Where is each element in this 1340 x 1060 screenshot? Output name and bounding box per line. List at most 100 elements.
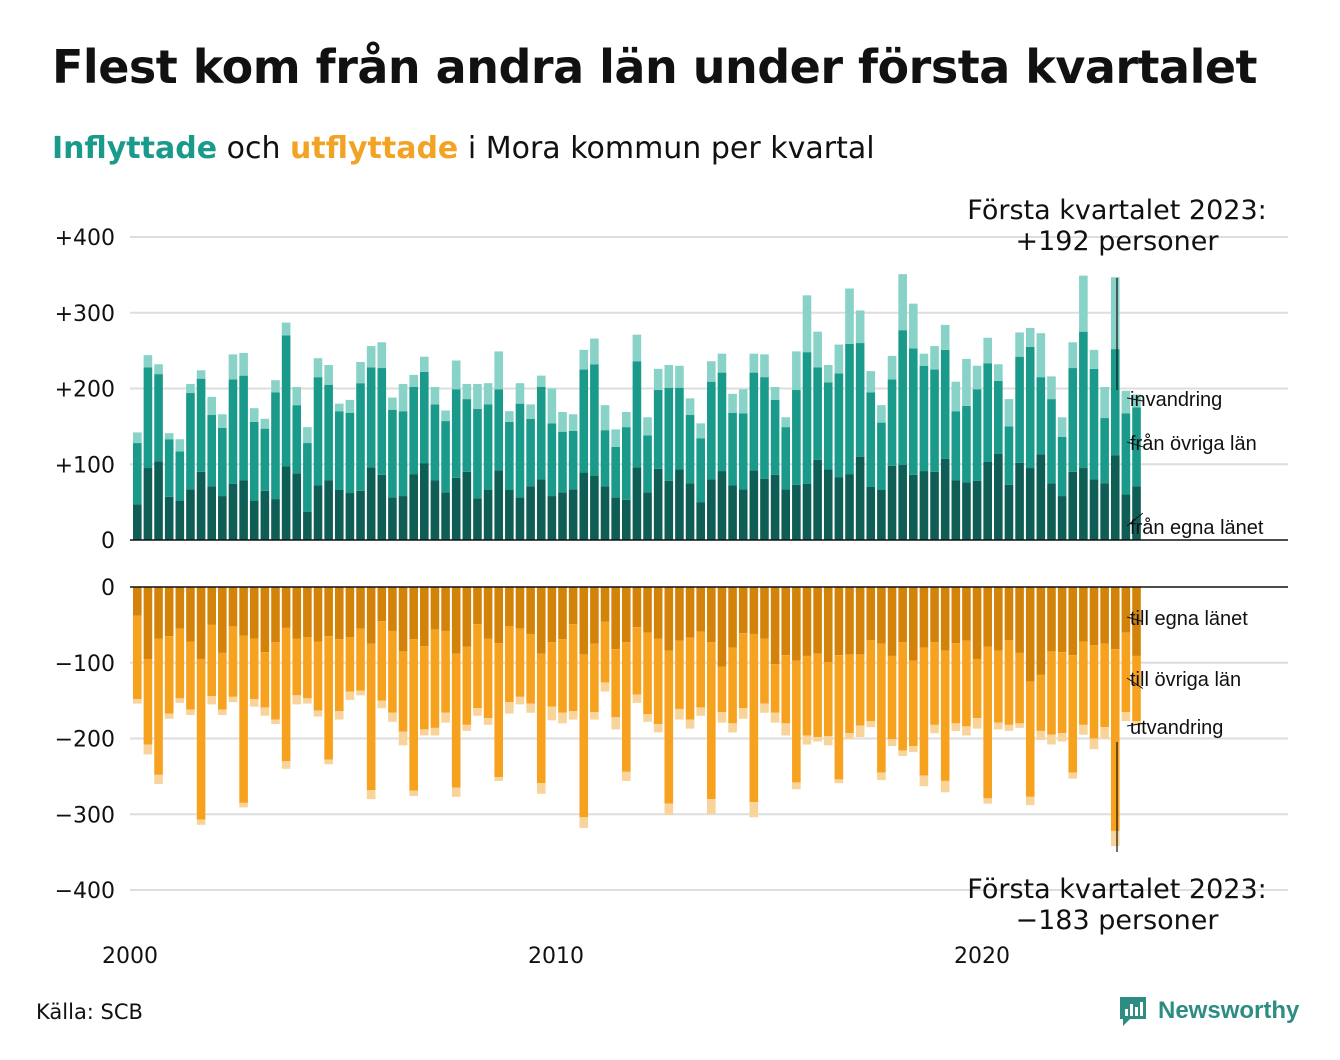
bar-in-invandring — [877, 405, 886, 423]
bar-in-invandring — [218, 414, 227, 428]
bar-ut-utvandring — [441, 712, 450, 723]
bar-ut-egna — [398, 587, 408, 652]
bar-in-ovriga — [877, 422, 886, 491]
bar-in-egna — [228, 483, 238, 540]
bar-ut-utvandring — [154, 774, 163, 784]
bar-in-invandring — [1047, 376, 1056, 400]
bar-ut-egna — [728, 587, 737, 648]
bar-in-invandring — [334, 403, 344, 412]
bar-in-ovriga — [760, 377, 769, 479]
bar-in-ovriga — [717, 372, 727, 472]
bar-in-egna — [494, 470, 504, 540]
bar-ut-utvandring — [483, 718, 493, 725]
bar-in-egna — [1004, 484, 1014, 540]
y-tick-label: +300 — [55, 302, 115, 327]
bar-in-ovriga — [526, 418, 535, 487]
bar-in-invandring — [760, 354, 769, 378]
bar-in-invandring — [345, 399, 355, 413]
bar-ut-utvandring — [366, 790, 376, 800]
bar-ut-ovriga — [462, 646, 472, 725]
y-tick-label: +100 — [55, 453, 115, 478]
bar-in-invandring — [1057, 417, 1067, 437]
bar-ut-egna — [420, 587, 429, 647]
bar-in-invandring — [792, 351, 801, 391]
bar-ut-utvandring — [855, 725, 865, 737]
bar-in-egna — [877, 490, 886, 540]
bar-in-ovriga — [398, 411, 408, 497]
bar-in-egna — [930, 471, 939, 540]
bar-in-invandring — [303, 427, 312, 444]
bar-in-invandring — [228, 354, 238, 380]
bar-in-egna — [420, 463, 429, 540]
bar-ut-egna — [1121, 587, 1131, 633]
bar-in-ovriga — [951, 411, 961, 481]
bar-in-egna — [866, 486, 876, 540]
bar-ut-ovriga — [834, 655, 844, 780]
bar-in-egna — [366, 467, 376, 540]
bar-ut-egna — [356, 587, 365, 629]
bar-ut-utvandring — [388, 712, 397, 722]
bar-in-invandring — [494, 351, 504, 390]
bar-ut-ovriga — [196, 658, 206, 820]
bar-ut-egna — [972, 587, 982, 659]
bar-ut-egna — [1068, 587, 1078, 656]
bar-ut-egna — [196, 587, 206, 659]
bar-ut-utvandring — [611, 717, 620, 730]
bar-ut-ovriga — [749, 633, 759, 803]
bar-in-ovriga — [1121, 413, 1131, 495]
bar-ut-egna — [451, 587, 461, 654]
bar-ut-egna — [334, 587, 344, 640]
bar-in-invandring — [781, 417, 791, 428]
bar-in-ovriga — [653, 390, 663, 469]
bar-ut-utvandring — [643, 714, 652, 722]
bar-ut-utvandring — [1121, 711, 1131, 722]
bar-in-egna — [281, 466, 291, 540]
bar-in-invandring — [505, 411, 514, 422]
bar-in-ovriga — [186, 393, 195, 490]
bar-in-egna — [983, 461, 992, 540]
bar-ut-utvandring — [749, 802, 759, 818]
x-tick-label: 2020 — [954, 944, 1010, 969]
bar-in-ovriga — [175, 451, 185, 501]
bar-in-ovriga — [420, 371, 429, 464]
bar-in-egna — [940, 458, 950, 540]
bar-ut-egna — [505, 587, 514, 627]
bar-ut-utvandring — [600, 682, 610, 692]
bar-in-egna — [908, 474, 918, 540]
bar-ut-utvandring — [685, 719, 695, 729]
bar-ut-ovriga — [218, 652, 227, 710]
bar-in-invandring — [1100, 386, 1109, 419]
bar-in-invandring — [568, 414, 578, 431]
bar-in-ovriga — [462, 399, 472, 472]
bar-ut-ovriga — [675, 640, 684, 709]
bar-ut-utvandring — [590, 711, 599, 720]
bar-ut-egna — [483, 587, 493, 639]
bar-ut-ovriga — [611, 649, 620, 718]
bar-in-ovriga — [632, 361, 642, 468]
bar-in-invandring — [473, 383, 482, 409]
bar-in-ovriga — [675, 387, 684, 470]
bar-in-egna — [813, 459, 822, 540]
bar-ut-ovriga — [441, 630, 450, 713]
bar-ut-utvandring — [621, 771, 631, 781]
bar-in-invandring — [324, 365, 333, 385]
bar-ut-egna — [494, 587, 504, 644]
y-tick-label: +200 — [55, 378, 115, 403]
bar-in-egna — [664, 480, 674, 540]
bar-in-invandring — [1068, 342, 1078, 369]
bar-ut-ovriga — [356, 628, 365, 691]
bar-ut-egna — [611, 587, 620, 650]
bar-ut-egna — [324, 587, 333, 637]
bar-ut-egna — [983, 587, 992, 647]
bar-in-invandring — [196, 370, 206, 379]
bar-in-ovriga — [303, 443, 312, 512]
bar-ut-utvandring — [930, 724, 939, 734]
bar-in-egna — [377, 474, 387, 540]
bar-in-ovriga — [781, 427, 791, 490]
bar-in-egna — [621, 499, 631, 540]
subtitle-och: och — [226, 131, 281, 166]
bar-ut-egna — [303, 587, 312, 637]
bar-ut-egna — [239, 587, 248, 636]
bar-in-ovriga — [239, 375, 248, 481]
page-title: Flest kom från andra län under första kv… — [52, 40, 1258, 94]
